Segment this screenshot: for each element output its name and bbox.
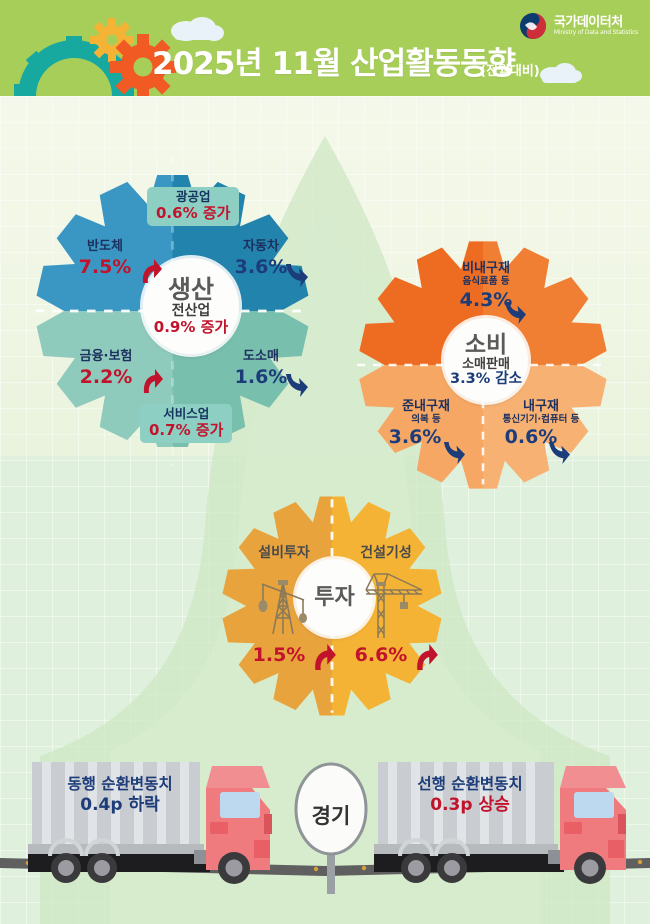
economy-sign	[294, 762, 368, 894]
economy-sign-label: 경기	[311, 804, 351, 828]
taegeuk-logo-icon	[519, 13, 546, 39]
production-item-semiconductor-label: 반도체	[87, 239, 123, 254]
production-item-retail-label: 도소매	[243, 349, 279, 364]
cloud-icon	[171, 17, 224, 41]
investment-item-facility: 설비투자	[240, 545, 328, 561]
investment-gear	[222, 496, 442, 716]
consumption-item-nondurable-label: 비내구재	[462, 261, 510, 276]
production-item-finance: 금융·보험 2.2%	[58, 349, 154, 389]
investment-item-facility-value: 1.5%	[252, 644, 306, 666]
investment-hub: 투자	[296, 559, 373, 636]
leading-index-value: 0.3p 상승	[430, 795, 510, 816]
coincident-index-label: 동행 순환변동치	[67, 775, 173, 793]
investment-item-construction-label: 건설기성	[360, 545, 412, 561]
production-item-semiconductor-value: 7.5%	[78, 255, 132, 278]
production-hub-value: 0.9% 증가	[153, 318, 229, 337]
consumption-item-semidurable-value: 3.6%	[388, 425, 442, 448]
consumption-item-durable: 내구재 통신기기·컴퓨터 등 0.6%	[476, 399, 606, 449]
production-service-label: 서비스업	[163, 406, 210, 421]
consumption-hub-subtitle: 소매판매	[462, 356, 510, 372]
arrow-up-icon-2	[143, 369, 163, 393]
production-hub: 생산 전산업 0.9% 증가	[143, 258, 239, 354]
consumption-item-nondurable: 비내구재 음식료품 등 4.3%	[416, 261, 556, 312]
consumption-item-durable-label: 내구재	[523, 399, 559, 414]
orange-gear-icon	[110, 34, 176, 96]
page-title-subtitle: (전월대비)	[480, 64, 540, 79]
crane-icon	[365, 573, 423, 638]
arrow-down-icon-4	[443, 441, 466, 464]
page-title: 2025년 11월 산업활동동향	[152, 46, 516, 82]
investment-item-construction-value: 6.6%	[354, 644, 408, 666]
investment-item-construction-valuewrap: 6.6%	[350, 644, 412, 667]
consumption-hub: 소비 소매판매 3.3% 감소	[444, 318, 528, 402]
investment-hub-title: 투자	[314, 584, 355, 610]
investment-item-construction: 건설기성	[342, 545, 430, 561]
production-item-finance-value: 2.2%	[79, 365, 133, 388]
production-item-automobile: 자동차 3.6%	[222, 239, 300, 279]
arrow-down-icon-2	[286, 374, 308, 397]
consumption-item-nondurable-value: 4.3%	[459, 288, 513, 311]
production-item-automobile-label: 자동차	[243, 239, 279, 254]
production-item-retail: 도소매 1.6%	[222, 349, 300, 389]
consumption-item-semidurable-label: 준내구재	[402, 399, 450, 414]
production-mining-label: 광공업	[175, 189, 211, 204]
truck-left-text: 동행 순환변동치 0.4p 하락	[32, 774, 208, 816]
production-service-value: 0.7% 증가	[149, 420, 224, 439]
investment-item-facility-label: 설비투자	[258, 545, 310, 561]
page-header: 2025년 11월 산업활동동향 (전월대비) 국가데이터처 Ministry …	[0, 0, 650, 96]
agency-name-ko: 국가데이터처	[553, 14, 623, 30]
arrow-up-icon-4	[417, 644, 438, 670]
truck-right-text: 선행 순환변동치 0.3p 상승	[378, 774, 562, 816]
production-hub-subtitle: 전산업	[171, 303, 211, 320]
production-item-retail-value: 1.6%	[234, 365, 288, 388]
arrow-down-icon	[286, 264, 308, 287]
production-item-semiconductor: 반도체 7.5%	[62, 239, 148, 279]
investment-item-facility-valuewrap: 1.5%	[248, 644, 310, 667]
consumption-item-semidurable: 준내구재 의복 등 3.6%	[372, 399, 480, 449]
truck-right	[374, 762, 626, 884]
production-item-finance-label: 금융·보험	[79, 349, 133, 364]
leading-index-label: 선행 순환변동치	[417, 775, 523, 793]
consumption-item-durable-sublabel: 통신기기·컴퓨터 등	[502, 413, 580, 425]
production-hub-title: 생산	[167, 275, 214, 305]
agency-name-en: Ministry of Data and Statistics	[553, 28, 638, 36]
arrow-down-icon-3	[504, 301, 527, 324]
truck-left	[28, 762, 272, 884]
coincident-index-value: 0.4p 하락	[80, 795, 160, 816]
header-notch	[296, 90, 328, 96]
agency-logo: 국가데이터처 Ministry of Data and Statistics	[519, 12, 638, 40]
production-service-badge: 서비스업 0.7% 증가	[140, 404, 233, 444]
oil-pump-icon	[258, 580, 307, 635]
arrow-up-icon-3	[315, 644, 336, 670]
production-item-automobile-value: 3.6%	[234, 255, 288, 278]
production-mining-badge: 광공업 0.6% 증가	[147, 187, 240, 227]
consumption-item-durable-value: 0.6%	[504, 425, 558, 448]
cloud-icon-small	[540, 63, 582, 83]
consumption-item-nondurable-sublabel: 음식료품 등	[462, 275, 510, 287]
consumption-hub-title: 소비	[464, 331, 508, 358]
arrow-down-icon-5	[548, 441, 571, 464]
arrow-up-icon	[142, 259, 162, 283]
consumption-item-semidurable-sublabel: 의복 등	[411, 413, 441, 425]
consumption-hub-value: 3.3% 감소	[450, 370, 522, 387]
production-mining-value: 0.6% 증가	[156, 203, 231, 222]
